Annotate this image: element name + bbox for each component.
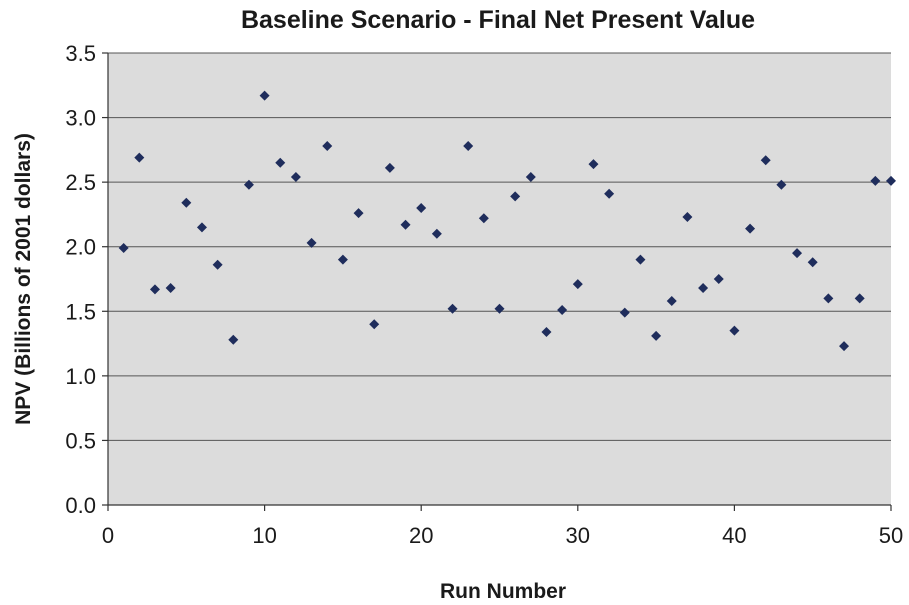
x-axis-label: Run Number <box>440 580 566 603</box>
data-point <box>792 248 803 259</box>
data-point <box>228 334 239 345</box>
data-point <box>557 304 568 315</box>
data-point <box>619 307 630 318</box>
x-tick-label: 40 <box>722 523 746 548</box>
chart-title: Baseline Scenario - Final Net Present Va… <box>241 6 755 34</box>
data-point <box>541 326 552 337</box>
data-point <box>572 279 583 290</box>
x-axis-ticks: 0 10 20 30 40 50 <box>102 505 903 548</box>
y-tick-label: 0.5 <box>65 428 96 453</box>
data-point <box>666 295 677 306</box>
data-point <box>275 157 286 168</box>
y-tick-label: 1.5 <box>65 299 96 324</box>
y-axis-label: NPV (Billions of 2001 dollars) <box>12 133 35 425</box>
data-point <box>290 171 301 182</box>
data-point <box>776 179 787 190</box>
y-tick-label: 3.0 <box>65 106 96 131</box>
data-point <box>322 140 333 151</box>
data-point <box>886 175 896 186</box>
data-point <box>494 303 505 314</box>
data-point <box>823 293 834 304</box>
data-point <box>118 243 129 254</box>
data-point <box>635 254 646 265</box>
x-tick-label: 30 <box>566 523 590 548</box>
y-axis-ticks: 0.0 0.5 1.0 1.5 2.0 2.5 3.0 3.5 <box>65 41 108 518</box>
data-point <box>196 222 207 233</box>
data-point <box>525 171 536 182</box>
data-point <box>306 237 317 248</box>
data-point <box>416 202 427 213</box>
data-point <box>165 283 176 294</box>
x-tick-label: 20 <box>409 523 433 548</box>
x-tick-label: 10 <box>252 523 276 548</box>
data-point <box>745 223 756 234</box>
data-point <box>134 152 145 163</box>
data-point <box>337 254 348 265</box>
data-point <box>353 208 364 219</box>
data-point <box>870 175 881 186</box>
data-point <box>431 228 442 239</box>
data-point <box>478 213 489 224</box>
data-point <box>510 191 521 202</box>
data-point <box>259 90 270 101</box>
data-point <box>651 330 662 341</box>
y-tick-label: 0.0 <box>65 493 96 518</box>
data-point <box>854 293 865 304</box>
y-tick-label: 2.5 <box>65 170 96 195</box>
data-point <box>149 284 160 295</box>
y-tick-label: 2.0 <box>65 235 96 260</box>
data-point <box>807 257 818 268</box>
data-point <box>463 140 474 151</box>
data-point <box>604 188 615 199</box>
data-point <box>243 179 254 190</box>
data-point <box>729 325 740 336</box>
data-point <box>384 162 395 173</box>
x-tick-label: 0 <box>102 523 114 548</box>
data-point <box>447 303 458 314</box>
y-tick-label: 1.0 <box>65 364 96 389</box>
data-point <box>181 197 192 208</box>
data-point <box>212 259 223 270</box>
data-point <box>588 159 599 170</box>
data-point <box>839 341 850 352</box>
data-point <box>698 283 709 294</box>
data-points <box>118 90 896 352</box>
y-tick-label: 3.5 <box>65 41 96 66</box>
data-point <box>760 155 771 166</box>
data-point <box>400 219 411 230</box>
data-point <box>713 274 724 284</box>
data-point <box>369 319 380 330</box>
axes <box>107 53 891 506</box>
data-point <box>682 212 693 223</box>
x-tick-label: 50 <box>879 523 903 548</box>
plot-area <box>108 53 891 505</box>
